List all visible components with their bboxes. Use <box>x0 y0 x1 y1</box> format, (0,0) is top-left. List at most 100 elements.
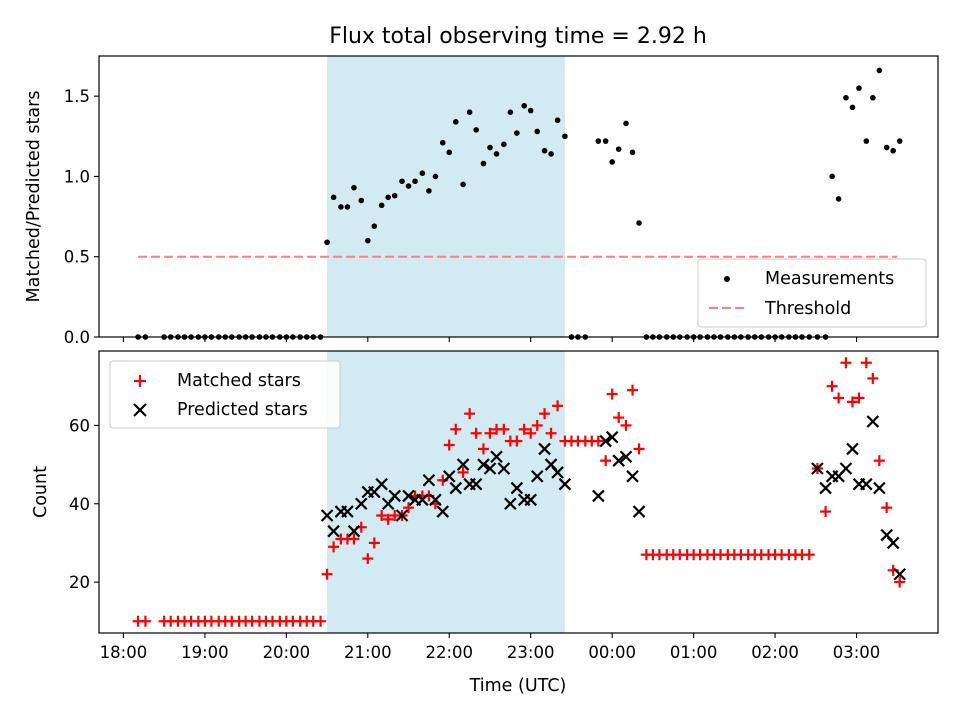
measurement-point <box>541 147 548 154</box>
legend-predicted-label: Predicted stars <box>177 400 308 420</box>
matched-star-marker <box>613 412 625 424</box>
measurement-point <box>615 146 622 152</box>
matched-star-marker <box>627 384 639 396</box>
predicted-star-marker <box>619 450 633 464</box>
predicted-marker-stroke-b <box>497 462 511 475</box>
observing-span-shade-lower <box>327 351 565 633</box>
matched-star-marker <box>531 419 543 431</box>
legend-matched-marker <box>134 375 146 387</box>
matched-star-marker <box>633 443 645 455</box>
predicted-marker-stroke-b <box>599 434 612 448</box>
legend-predicted-marker <box>133 403 147 417</box>
y-tick-label: 1.5 <box>64 87 90 106</box>
predicted-star-marker <box>341 505 354 518</box>
measurement-point <box>629 149 636 156</box>
predicted-marker-stroke-b <box>402 489 415 503</box>
measurement-point <box>849 104 856 111</box>
predicted-marker-stroke-b <box>860 477 873 491</box>
measurement-point <box>412 178 418 185</box>
measurement-point <box>480 160 487 167</box>
measurement-point <box>527 107 534 114</box>
x-tick-label: 18:00 <box>100 643 148 662</box>
predicted-star-marker <box>355 497 368 511</box>
predicted-star-marker <box>530 470 544 483</box>
measurement-point <box>856 85 862 91</box>
matched-star-marker <box>894 576 906 588</box>
predicted-marker-stroke-b <box>429 493 442 507</box>
measurement-point <box>521 102 528 109</box>
predicted-marker-stroke-b <box>632 505 646 518</box>
measurement-point <box>405 183 412 189</box>
predicted-star-marker <box>860 477 873 491</box>
matched-star-marker <box>348 533 360 545</box>
measurement-point <box>466 109 473 115</box>
measurement-point <box>426 188 432 194</box>
matched-star-marker <box>376 510 388 521</box>
matched-star-marker <box>539 408 551 420</box>
predicted-star-marker <box>538 442 551 456</box>
matched-star-marker <box>484 427 496 439</box>
predicted-marker-stroke-b <box>544 458 558 471</box>
predicted-star-marker <box>436 505 450 518</box>
measurement-point <box>493 151 500 157</box>
predicted-star-marker <box>449 481 463 495</box>
predicted-star-marker <box>551 466 564 479</box>
matched-star-marker <box>443 439 455 451</box>
predicted-marker-stroke-b <box>504 497 517 511</box>
measurement-point <box>439 139 446 146</box>
measurement-point <box>896 138 903 144</box>
measurement-point <box>863 138 870 144</box>
predicted-star-marker <box>599 434 612 448</box>
matched-star-marker <box>846 396 858 408</box>
matched-star-marker <box>518 423 530 435</box>
predicted-marker-stroke-b <box>375 477 388 491</box>
predicted-star-marker <box>327 524 340 538</box>
matched-star-marker <box>873 455 885 467</box>
x-tick-label: 21:00 <box>344 643 392 662</box>
predicted-star-marker <box>873 481 886 495</box>
ratio-legend: Measurements Threshold <box>697 258 927 328</box>
predicted-star-marker <box>504 497 517 511</box>
matched-star-marker <box>315 615 327 627</box>
predicted-marker-stroke-b <box>819 481 832 495</box>
ratio-y-axis-label: Matched/Predicted stars <box>24 91 44 303</box>
matched-star-marker <box>450 423 462 435</box>
measurement-point <box>378 202 385 209</box>
x-tick-label: 19:00 <box>181 643 229 662</box>
measurement-point <box>432 173 439 180</box>
legend-threshold-label: Threshold <box>764 299 851 319</box>
measurement-point <box>534 128 541 135</box>
predicted-star-marker <box>320 509 334 522</box>
predicted-marker-stroke-b <box>469 477 483 491</box>
predicted-marker-stroke-b <box>839 462 853 475</box>
measurement-point <box>344 204 351 210</box>
matched-star-marker <box>457 466 469 478</box>
predicted-marker-stroke-b <box>846 442 859 456</box>
matched-star-marker <box>321 568 333 580</box>
matched-star-marker <box>382 513 394 525</box>
measurement-point <box>330 194 337 201</box>
matched-star-marker <box>552 400 564 412</box>
predicted-marker-stroke-b <box>886 536 900 550</box>
predicted-star-marker <box>524 493 537 507</box>
predicted-marker-stroke-b <box>320 509 334 522</box>
matched-star-marker <box>867 372 879 384</box>
matched-star-marker <box>368 537 380 549</box>
predicted-marker-stroke-b <box>483 462 497 475</box>
matched-star-marker <box>826 380 838 392</box>
matched-star-marker <box>464 408 476 420</box>
matched-star-marker <box>511 435 523 447</box>
y-tick-label: 40 <box>69 495 90 514</box>
predicted-stars-series <box>320 415 906 581</box>
predicted-marker-stroke-b <box>510 481 524 495</box>
measurement-point <box>460 181 466 188</box>
x-tick-label: 01:00 <box>670 643 718 662</box>
x-axis-label: Time (UTC) <box>469 676 567 696</box>
measurement-point <box>419 170 426 177</box>
x-tick-label: 20:00 <box>263 643 311 662</box>
predicted-star-marker <box>632 505 646 518</box>
matched-star-marker <box>860 357 872 369</box>
legend-matched-label: Matched stars <box>177 371 301 391</box>
measurement-point <box>602 138 609 144</box>
matched-star-marker <box>139 615 151 627</box>
